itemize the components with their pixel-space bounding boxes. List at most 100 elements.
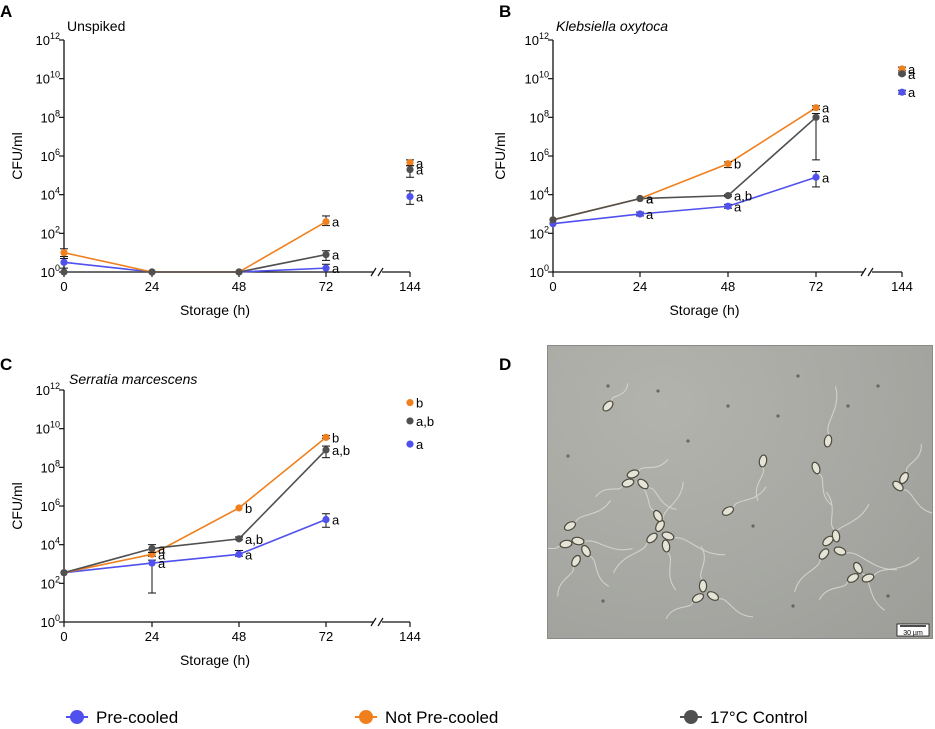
- y-axis-label: CFU/ml: [9, 132, 25, 179]
- sperm-tail: [700, 545, 705, 581]
- sperm-head: [646, 532, 658, 544]
- significance-label: a: [822, 101, 830, 116]
- sperm-tail: [612, 541, 648, 574]
- y-tick-label: 104: [530, 186, 549, 203]
- sperm-cell: [721, 486, 767, 516]
- sperm-cell: [665, 593, 705, 619]
- chart-title: Serratia marcescens: [69, 371, 197, 387]
- chart-panel-b: B Klebsiella oxytoca 100 102 104 106 108 1010 10…: [492, 2, 916, 318]
- data-point: [235, 268, 243, 276]
- series-line: [63, 436, 327, 574]
- significance-label: a: [158, 556, 166, 571]
- data-point: [322, 264, 330, 272]
- sperm-tail: [666, 551, 677, 591]
- significance-label: a,b: [332, 443, 350, 458]
- debris-particle: [791, 604, 795, 608]
- y-tick-label: 106: [530, 147, 549, 164]
- data-point: [148, 559, 156, 567]
- sperm-cell: [823, 386, 838, 448]
- sperm-tail: [732, 486, 767, 509]
- data-point: [322, 433, 330, 441]
- series-line: [63, 449, 327, 574]
- y-axis-label: CFU/ml: [492, 132, 508, 179]
- sperm-cell: [853, 561, 886, 611]
- series-not-pre-cooled: aa: [60, 156, 424, 276]
- significance-label: a: [822, 110, 830, 125]
- sperm-head: [571, 554, 581, 568]
- y-tick-label: 104: [41, 186, 60, 203]
- y-tick-label: 1010: [36, 420, 60, 437]
- significance-label: a: [416, 156, 424, 171]
- sperm-head: [661, 531, 675, 541]
- sperm-cell: [899, 444, 922, 485]
- sperm-cell: [557, 554, 581, 597]
- sperm-cell: [755, 454, 768, 501]
- significance-label: a: [908, 85, 916, 100]
- debris-particle: [601, 599, 605, 603]
- series-line: [63, 221, 327, 273]
- series-line: [552, 176, 817, 225]
- legend-label: Not Pre-cooled: [385, 708, 498, 727]
- significance-label: a: [734, 199, 742, 214]
- series-17-c-control: aa: [60, 163, 424, 276]
- significance-label: a: [908, 67, 916, 82]
- sperm-head: [758, 454, 768, 468]
- y-tick-label: 1012: [525, 31, 549, 48]
- legend-item: Not Pre-cooled: [355, 708, 498, 727]
- sperm-tail: [557, 565, 574, 597]
- significance-label: b: [416, 396, 423, 411]
- sperm-tail: [817, 473, 832, 506]
- debris-particle: [776, 414, 780, 418]
- sperm-tail: [611, 383, 629, 402]
- legend-marker: [684, 710, 698, 724]
- x-tick-label: 24: [145, 629, 159, 644]
- sperm-tail: [794, 558, 821, 593]
- data-point: [636, 210, 644, 218]
- legend-item: 17°C Control: [680, 708, 808, 727]
- significance-label: a,b: [416, 414, 434, 429]
- x-tick-label: 144: [891, 279, 913, 294]
- sperm-head: [691, 593, 705, 603]
- y-tick-label: 100: [41, 613, 60, 630]
- data-point: [235, 535, 243, 543]
- data-point: [406, 398, 414, 407]
- data-point: [148, 544, 156, 553]
- x-tick-label: 0: [60, 629, 67, 644]
- sperm-cell: [571, 536, 633, 551]
- sperm-head: [846, 573, 860, 583]
- sperm-cell: [655, 481, 684, 533]
- sperm-head: [637, 478, 649, 490]
- axis-break-mark: [377, 267, 384, 277]
- sperm-cell: [602, 383, 629, 412]
- debris-particle: [566, 454, 570, 458]
- sperm-cell: [612, 532, 658, 574]
- x-tick-label: 48: [721, 279, 735, 294]
- sperm-cell: [548, 539, 573, 555]
- axis-break-mark: [377, 617, 384, 627]
- data-point: [724, 160, 732, 168]
- significance-label: a,b: [245, 532, 263, 547]
- sperm-cell: [892, 480, 932, 514]
- sperm-tail: [583, 540, 633, 551]
- data-point: [898, 88, 906, 96]
- y-tick-label: 102: [41, 224, 60, 241]
- x-tick-label: 144: [399, 629, 421, 644]
- sperm-tail: [647, 487, 677, 511]
- data-point: [812, 104, 820, 112]
- debris-particle: [751, 524, 755, 528]
- sperm-cell: [563, 499, 612, 531]
- sperm-tail: [902, 489, 932, 514]
- sperm-head: [661, 539, 671, 553]
- x-tick-label: 48: [232, 279, 246, 294]
- panel-label: D: [499, 355, 511, 374]
- debris-particle: [796, 374, 800, 378]
- significance-label: a: [158, 542, 166, 557]
- sperm-micrograph-image: 30 µm: [548, 374, 932, 637]
- sperm-cell: [581, 544, 610, 587]
- y-tick-label: 106: [41, 497, 60, 514]
- x-tick-label: 72: [319, 629, 333, 644]
- x-tick-label: 24: [145, 279, 159, 294]
- debris-particle: [886, 594, 890, 598]
- x-tick-label: 0: [60, 279, 67, 294]
